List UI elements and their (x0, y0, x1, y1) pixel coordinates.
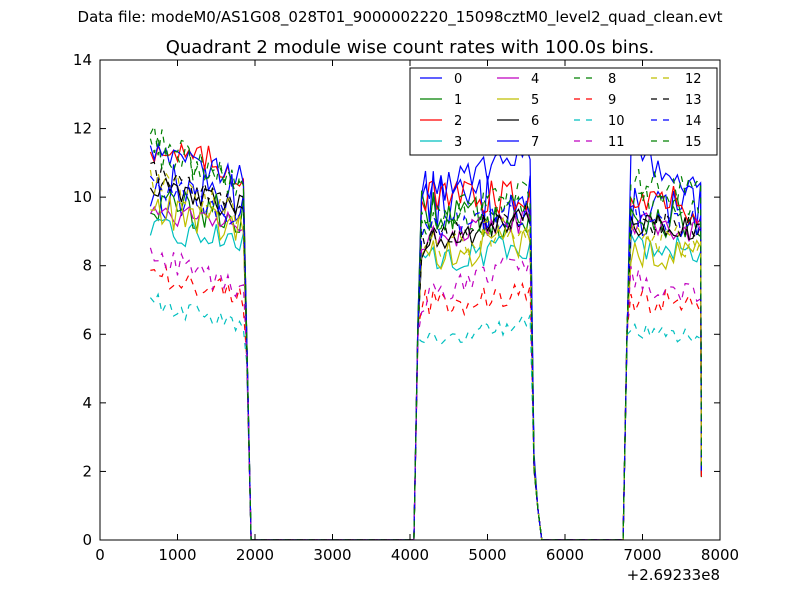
y-tick-label: 12 (73, 120, 92, 138)
series-line-10 (149, 292, 702, 540)
legend-label-13: 13 (685, 93, 702, 108)
series-line-2 (149, 141, 702, 540)
y-tick-label: 2 (82, 462, 92, 480)
legend-label-7: 7 (531, 135, 539, 150)
x-tick-label: 8000 (701, 546, 739, 564)
legend-label-10: 10 (608, 114, 625, 129)
x-tick-label: 7000 (623, 546, 661, 564)
legend-label-14: 14 (685, 114, 702, 129)
series-line-11 (149, 247, 702, 540)
x-tick-label: 1000 (158, 546, 196, 564)
x-tick-label: 4000 (391, 546, 429, 564)
legend-label-3: 3 (454, 135, 462, 150)
y-tick-label: 6 (82, 325, 92, 343)
series-line-8 (149, 123, 702, 540)
y-tick-label: 8 (82, 257, 92, 275)
legend-label-0: 0 (454, 72, 462, 87)
legend-label-1: 1 (454, 93, 462, 108)
figure-suptitle: Data file: modeM0/AS1G08_028T01_90000022… (77, 8, 723, 26)
legend-label-11: 11 (608, 135, 625, 150)
series-line-7 (149, 142, 702, 540)
series-line-15 (149, 135, 702, 540)
legend-label-8: 8 (608, 72, 616, 87)
x-tick-label: 6000 (546, 546, 584, 564)
series-line-12 (149, 169, 702, 540)
series-line-4 (149, 205, 702, 540)
x-tick-label: 5000 (468, 546, 506, 564)
y-tick-label: 10 (73, 188, 92, 206)
legend-label-6: 6 (531, 114, 539, 129)
x-tick-label: 3000 (313, 546, 351, 564)
y-tick-label: 14 (73, 51, 92, 69)
series-line-1 (150, 190, 702, 540)
legend-label-12: 12 (685, 72, 702, 87)
series-line-9 (150, 264, 702, 540)
legend-label-5: 5 (531, 93, 539, 108)
series-line-3 (149, 218, 702, 540)
series-line-13 (150, 161, 702, 540)
legend-label-9: 9 (608, 93, 616, 108)
x-tick-label: 2000 (236, 546, 274, 564)
y-tick-label: 0 (82, 531, 92, 549)
x-offset-label: +2.69233e8 (627, 566, 720, 584)
x-tick-label: 0 (95, 546, 105, 564)
legend-label-2: 2 (454, 114, 462, 129)
chart-title: Quadrant 2 module wise count rates with … (165, 37, 655, 58)
legend-label-15: 15 (685, 135, 702, 150)
legend-label-4: 4 (531, 72, 539, 87)
y-tick-label: 4 (82, 394, 92, 412)
series-line-14 (149, 175, 702, 540)
